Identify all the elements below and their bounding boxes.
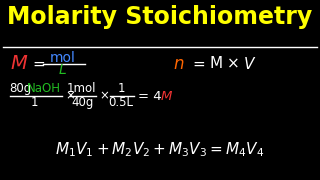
Text: 1: 1 [31,96,38,109]
Text: 1: 1 [117,82,125,95]
Text: ×: × [66,90,76,103]
Text: = 4: = 4 [138,90,161,103]
Text: mol: mol [50,51,75,66]
Text: 40g: 40g [71,96,94,109]
Text: $\mathit{V}$: $\mathit{V}$ [243,56,257,72]
Text: ×: × [99,90,109,103]
Text: ×: × [227,56,240,71]
Text: $M_1V_1 + M_2V_2 + M_3V_3 = M_4V_4$: $M_1V_1 + M_2V_2 + M_3V_3 = M_4V_4$ [55,140,265,159]
Text: 1mol: 1mol [67,82,96,95]
Text: 0.5L: 0.5L [108,96,133,109]
Text: $\mathit{L}$: $\mathit{L}$ [58,63,67,77]
Text: =: = [32,56,45,71]
Text: $\mathit{M}$: $\mathit{M}$ [10,54,28,73]
Text: Molarity Stoichiometry: Molarity Stoichiometry [7,5,313,29]
Text: NaOH: NaOH [27,82,61,95]
Text: $\mathit{M}$: $\mathit{M}$ [160,90,173,103]
Text: $\mathit{n}$: $\mathit{n}$ [173,55,184,73]
Text: =: = [192,56,205,71]
Text: 80g: 80g [10,82,32,95]
Text: M: M [210,56,223,71]
